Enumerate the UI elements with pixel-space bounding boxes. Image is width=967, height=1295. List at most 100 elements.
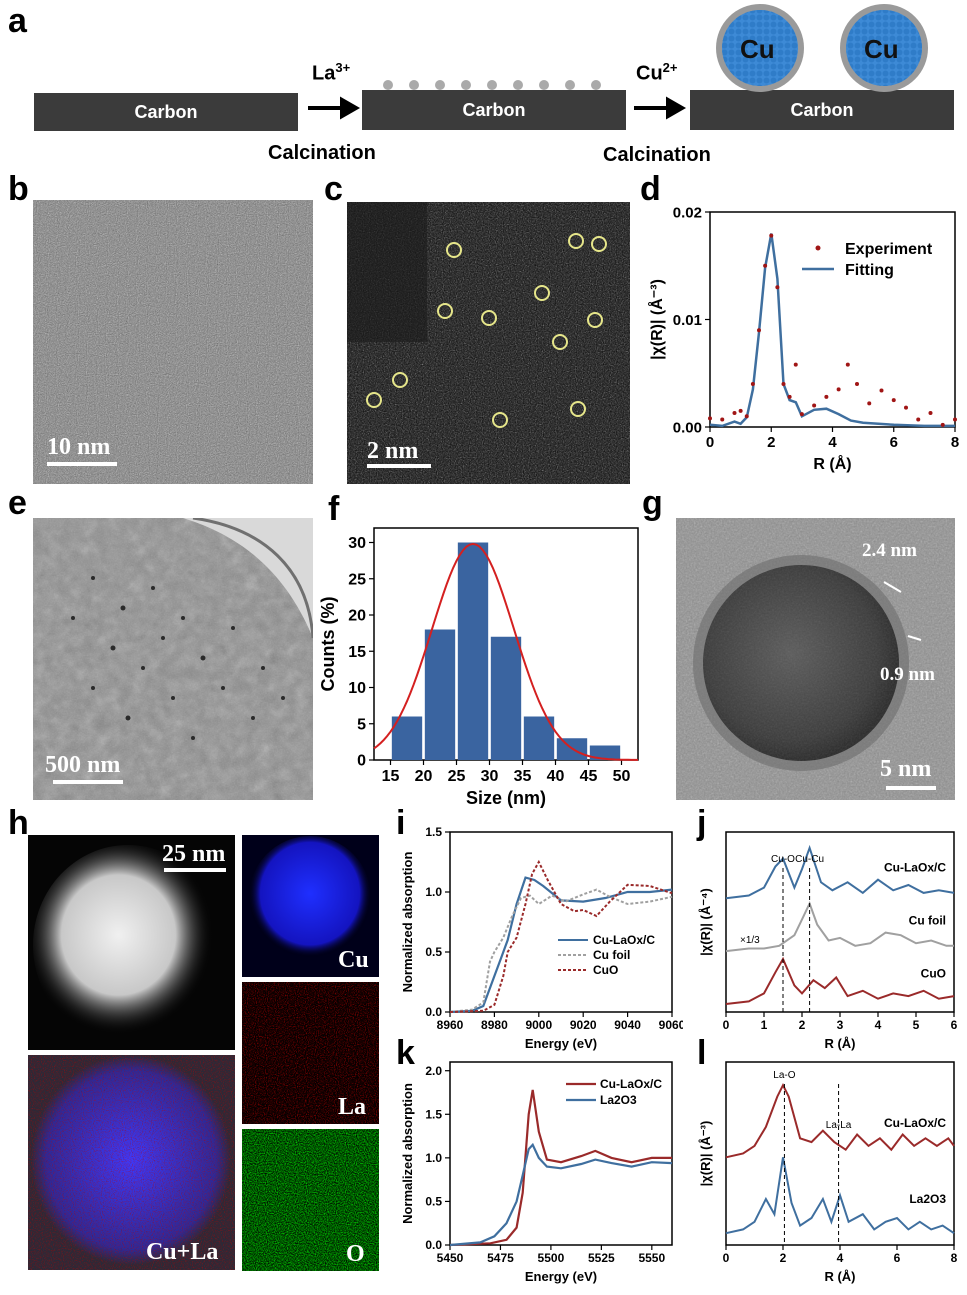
y-tick-label: 0.01 [673, 312, 702, 329]
x-tick-label: 2 [799, 1018, 806, 1032]
y-tick-label: 1.0 [425, 885, 442, 899]
annotation-label: Cu-O [771, 854, 795, 865]
x-tick-label: 8980 [481, 1018, 508, 1032]
x-axis-label: Energy (eV) [525, 1036, 597, 1051]
tem-image-b: 10 nm [33, 200, 313, 484]
experiment-point [867, 401, 872, 406]
x-axis-label: Energy (eV) [525, 1269, 597, 1284]
scalebar-c [367, 464, 431, 468]
experiment-point [953, 417, 957, 422]
experiment-point [845, 362, 850, 367]
x-tick-label: 6 [890, 434, 898, 451]
y-tick-label: 15 [348, 644, 366, 661]
experiment-point [916, 417, 921, 422]
x-axis-label: Size (nm) [466, 788, 546, 808]
experiment-point [787, 394, 792, 399]
experiment-point [836, 387, 841, 392]
x-tick-label: 0 [706, 434, 714, 451]
experiment-point [763, 263, 768, 268]
carbon-substrate-1: Carbon [34, 93, 298, 131]
series-label: Cu-LaOx/C [884, 1116, 946, 1130]
experiment-point [855, 382, 859, 386]
y-tick-label: 0.0 [425, 1238, 442, 1252]
eds-label-cu: Cu [338, 947, 369, 973]
series-0-line [725, 844, 955, 900]
legend-label-fitting: Fitting [845, 262, 894, 279]
plot-frame [449, 1061, 673, 1246]
series-label: Cu-LaOx/C [884, 861, 946, 875]
panel-label-c: c [324, 170, 343, 208]
cu-particle-1 [716, 4, 804, 92]
experiment-point [769, 233, 774, 238]
bar [490, 636, 522, 760]
y-axis-label: Normalized absorption [400, 1083, 415, 1224]
x-tick-label: 25 [448, 768, 466, 785]
x-tick-label: 5500 [538, 1251, 565, 1265]
chart-i: 8960 8980 9000 9020 9040 9060 Energy (eV) 0.0 0.… [400, 825, 683, 1051]
scalebar-e [53, 780, 123, 784]
y-tick-label: 0.0 [425, 1005, 442, 1019]
ion-la-label: La3+ [312, 60, 351, 85]
experiment-point [891, 398, 896, 403]
scheme-graphics [308, 4, 928, 120]
y-axis-label: |χ(R)| (Å⁻³) [698, 1121, 713, 1187]
x-tick-label: 9020 [570, 1018, 597, 1032]
carbon-substrate-3: Carbon [690, 90, 954, 130]
x-tick-label: 9040 [614, 1018, 641, 1032]
panel-label-d: d [640, 170, 661, 208]
x-tick-label: 45 [580, 768, 598, 785]
scalebar-label-h: 25 nm [162, 841, 226, 867]
x-tick-label: 20 [415, 768, 433, 785]
tem-image-e: 500 nm [33, 518, 313, 800]
y-tick-label: 25 [348, 571, 366, 588]
experiment-point [738, 408, 743, 413]
series-1-line [725, 1157, 955, 1235]
panel-label-e: e [8, 484, 27, 522]
x-tick-label: 5450 [437, 1251, 464, 1265]
y-tick-label: 20 [348, 608, 366, 625]
cu-particle-2 [840, 4, 928, 92]
experiment-point [750, 382, 755, 386]
hrtem-image-g: 2.4 nm 0.9 nm 5 nm [676, 518, 955, 800]
experiment-point [744, 414, 749, 419]
x-tick-label: 5550 [638, 1251, 665, 1265]
experiment-point [904, 405, 908, 410]
scale-annotation: ×1/3 [740, 935, 760, 946]
x-tick-label: 4 [828, 434, 837, 451]
x-tick-label: 6 [951, 1018, 958, 1032]
x-tick-label: 1 [761, 1018, 768, 1032]
y-axis-label: |χ(R)| (Å⁻⁴) [698, 888, 713, 956]
chart-k: 5450 5475 5500 5525 5550 Energy (eV) 0.0 0.5 1.0… [400, 1061, 673, 1284]
legend-label-experiment: Experiment [845, 241, 933, 258]
x-tick-label: 2 [767, 434, 775, 451]
panel-label-j: j [697, 804, 707, 842]
eds-map-cu: Cu [242, 835, 379, 977]
haadf-image-c: 2 nm [347, 202, 630, 484]
y-tick-label: 0.5 [425, 1195, 442, 1209]
legend-marker-experiment [815, 245, 821, 251]
eds-label-la: La [338, 1094, 367, 1120]
y-tick-label: 1.5 [425, 1107, 442, 1121]
experiment-point [940, 422, 945, 427]
bar [457, 542, 489, 760]
haadf-image-h: 25 nm [28, 835, 235, 1050]
x-tick-label: 4 [837, 1251, 844, 1265]
x-tick-label: 35 [514, 768, 532, 785]
y-tick-label: 0.00 [673, 419, 702, 436]
experiment-point [781, 382, 786, 386]
cu-particle-label-2: Cu [864, 34, 899, 64]
series-label: CuO [921, 967, 946, 981]
scalebar-b [47, 462, 117, 466]
experiment-point [812, 403, 817, 408]
chart-f: 15 20 25 30 35 40 45 50 Size (nm) 0 5 10 15 20 25 30 Cou… [318, 527, 639, 808]
y-tick-label: 2.0 [425, 1064, 442, 1078]
ion-cu-label: Cu2+ [636, 60, 678, 85]
series-2-line [449, 859, 673, 1013]
y-tick-label: 1.0 [425, 1151, 442, 1165]
eds-overlay-cu-la: Cu+La [28, 1055, 235, 1270]
bar [391, 716, 423, 760]
y-axis-label: Counts (%) [318, 597, 338, 692]
series-2-line [725, 956, 955, 1005]
x-tick-label: 3 [837, 1018, 844, 1032]
panel-label-k: k [396, 1034, 415, 1072]
